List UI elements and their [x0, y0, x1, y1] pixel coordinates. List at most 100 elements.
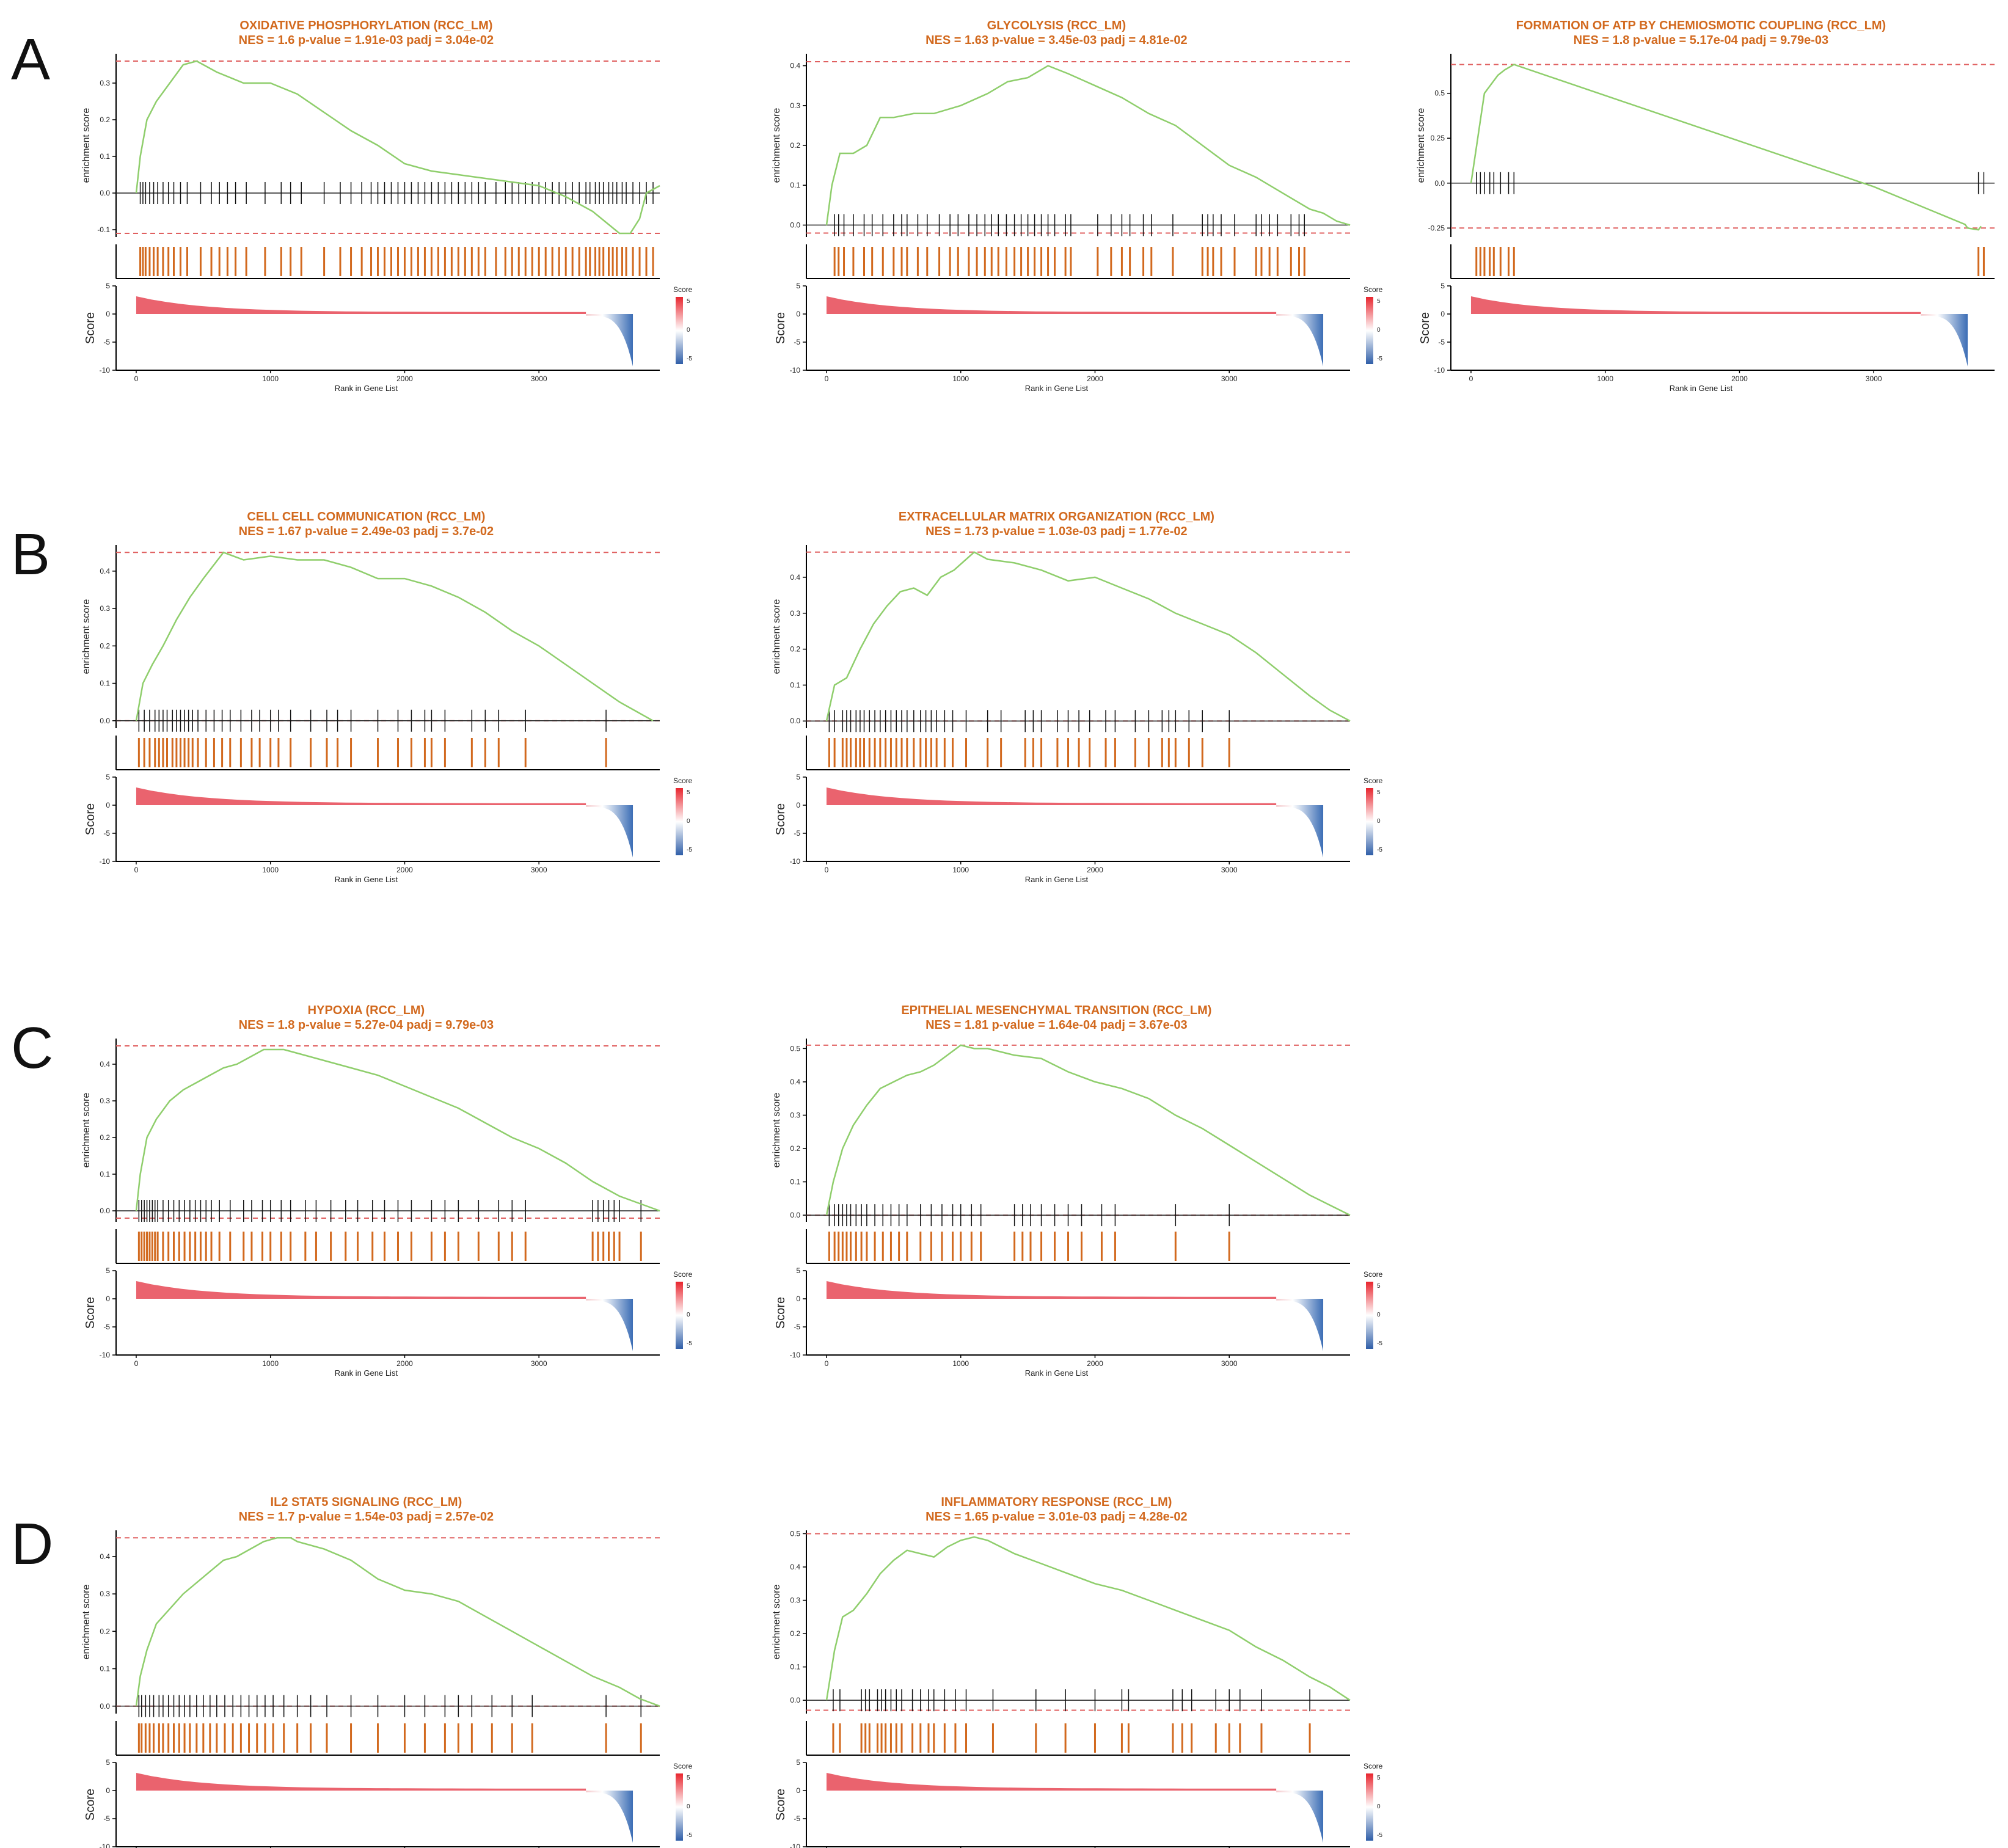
- score-y-label: Score: [774, 1789, 787, 1821]
- plot-title: FORMATION OF ATP BY CHEMIOSMOTIC COUPLIN…: [1516, 19, 1886, 32]
- legend-title: Score: [673, 1270, 693, 1279]
- score-tick-label: -5: [103, 1323, 110, 1331]
- es-tick-label: 0.2: [100, 641, 110, 650]
- legend-tick-label: 5: [1377, 1775, 1381, 1781]
- es-tick-label: 0.1: [100, 1665, 110, 1673]
- plot-title: OXIDATIVE PHOSPHORYLATION (RCC_LM): [239, 19, 492, 32]
- x-axis-label: Rank in Gene List: [335, 875, 398, 884]
- es-y-label: enrichment score: [1416, 108, 1426, 183]
- x-tick-label: 2000: [1087, 1359, 1103, 1368]
- x-tick-label: 3000: [531, 866, 547, 874]
- score-tick-label: 0: [796, 1786, 800, 1795]
- score-y-label: Score: [1418, 312, 1432, 344]
- es-y-label: enrichment score: [81, 1585, 92, 1660]
- score-y-label: Score: [84, 1297, 97, 1329]
- score-negative-area: [586, 314, 633, 367]
- score-negative-area: [1276, 314, 1324, 367]
- legend-tick-label: -5: [687, 1832, 692, 1839]
- score-y-label: Score: [84, 803, 97, 835]
- legend-title: Score: [673, 776, 693, 785]
- score-y-label: Score: [84, 1789, 97, 1821]
- gsea-plot-8: IL2 STAT5 SIGNALING (RCC_LM)NES = 1.7 p-…: [81, 1496, 693, 1848]
- legend-tick-label: -5: [1377, 847, 1382, 853]
- score-positive-area: [826, 1772, 1277, 1791]
- x-tick-label: 1000: [952, 866, 969, 874]
- legend-tick-label: 5: [687, 1775, 690, 1781]
- es-tick-label: 0.4: [100, 567, 110, 575]
- legend-colorbar: [1366, 788, 1373, 855]
- legend-colorbar: [1366, 1773, 1373, 1841]
- legend-colorbar: [676, 1282, 683, 1349]
- score-tick-label: 0: [106, 1786, 110, 1795]
- plot-title: EPITHELIAL MESENCHYMAL TRANSITION (RCC_L…: [901, 1004, 1211, 1017]
- score-positive-area: [826, 1280, 1277, 1299]
- score-tick-label: -5: [1438, 338, 1445, 346]
- score-positive-area: [136, 1772, 586, 1791]
- plot-subtitle: NES = 1.7 p-value = 1.54e-03 padj = 2.57…: [239, 1510, 494, 1524]
- score-tick-label: -5: [103, 1814, 110, 1823]
- x-axis-label: Rank in Gene List: [1025, 875, 1089, 884]
- es-tick-label: 0.5: [1434, 89, 1445, 98]
- es-line: [825, 1044, 1351, 1216]
- score-tick-label: 0: [796, 1295, 800, 1303]
- score-positive-area: [826, 296, 1277, 314]
- x-tick-label: 3000: [1221, 1359, 1238, 1368]
- es-tick-label: 0.0: [790, 1696, 800, 1704]
- es-line: [135, 60, 660, 235]
- score-negative-area: [1276, 1299, 1324, 1351]
- score-tick-label: 0: [796, 801, 800, 809]
- es-tick-label: 0.3: [100, 79, 110, 87]
- x-tick-label: 1000: [262, 374, 279, 383]
- score-y-label: Score: [84, 312, 97, 344]
- score-y-label: Score: [774, 803, 787, 835]
- es-tick-label: 0.4: [790, 1563, 800, 1571]
- score-tick-label: 0: [796, 310, 800, 318]
- score-positive-area: [136, 1280, 586, 1299]
- x-tick-label: 0: [825, 1359, 829, 1368]
- legend-tick-label: -5: [1377, 1832, 1382, 1839]
- plot-subtitle: NES = 1.8 p-value = 5.17e-04 padj = 9.79…: [1574, 34, 1828, 47]
- score-tick-label: -10: [100, 857, 111, 866]
- score-tick-label: -10: [100, 1351, 111, 1359]
- plot-subtitle: NES = 1.63 p-value = 3.45e-03 padj = 4.8…: [926, 34, 1188, 47]
- x-tick-label: 1000: [262, 866, 279, 874]
- x-tick-label: 0: [1469, 374, 1473, 383]
- es-tick-label: -0.25: [1428, 224, 1445, 232]
- es-tick-label: 0.2: [100, 1133, 110, 1142]
- es-tick-label: 0.3: [100, 1097, 110, 1105]
- gsea-plot-2: GLYCOLYSIS (RCC_LM) NES = 1.63 p-value = …: [772, 19, 1383, 393]
- x-tick-label: 1000: [262, 1359, 279, 1368]
- plot-title: EXTRACELLULAR MATRIX ORGANIZATION (RCC_L…: [899, 510, 1214, 524]
- score-tick-label: 5: [796, 282, 800, 290]
- x-axis-label: Rank in Gene List: [1670, 384, 1733, 393]
- es-tick-label: 0.0: [100, 717, 110, 725]
- x-tick-label: 3000: [531, 374, 547, 383]
- es-tick-label: 0.1: [100, 152, 110, 161]
- legend-tick-label: 0: [687, 1803, 690, 1810]
- x-tick-label: 2000: [1087, 866, 1103, 874]
- x-tick-label: 0: [825, 374, 829, 383]
- es-tick-label: 0.1: [790, 1178, 800, 1186]
- plot-title: GLYCOLYSIS (RCC_LM): [987, 19, 1126, 32]
- gsea-plots: OXIDATIVE PHOSPHORYLATION (RCC_LM) NES = …: [81, 19, 1995, 1848]
- legend-tick-label: 0: [1377, 818, 1381, 825]
- score-tick-label: 0: [106, 310, 110, 318]
- x-tick-label: 0: [134, 374, 139, 383]
- plot-title: INFLAMMATORY RESPONSE (RCC_LM): [941, 1496, 1172, 1509]
- score-tick-label: 5: [106, 1758, 110, 1767]
- es-tick-label: 0.3: [790, 101, 800, 110]
- es-line: [135, 551, 654, 721]
- score-negative-area: [586, 1791, 633, 1843]
- score-tick-label: 0: [1440, 310, 1445, 318]
- panel-letter-b: B: [11, 522, 51, 587]
- es-tick-label: 0.2: [100, 115, 110, 124]
- legend-tick-label: -5: [687, 847, 692, 853]
- es-tick-label: 0.3: [790, 609, 800, 618]
- es-tick-label: 0.2: [790, 1144, 800, 1153]
- es-tick-label: 0.5: [790, 1044, 800, 1053]
- legend-colorbar: [676, 1773, 683, 1841]
- score-tick-label: -10: [790, 366, 801, 374]
- score-tick-label: 5: [796, 1758, 800, 1767]
- es-y-label: enrichment score: [772, 599, 782, 674]
